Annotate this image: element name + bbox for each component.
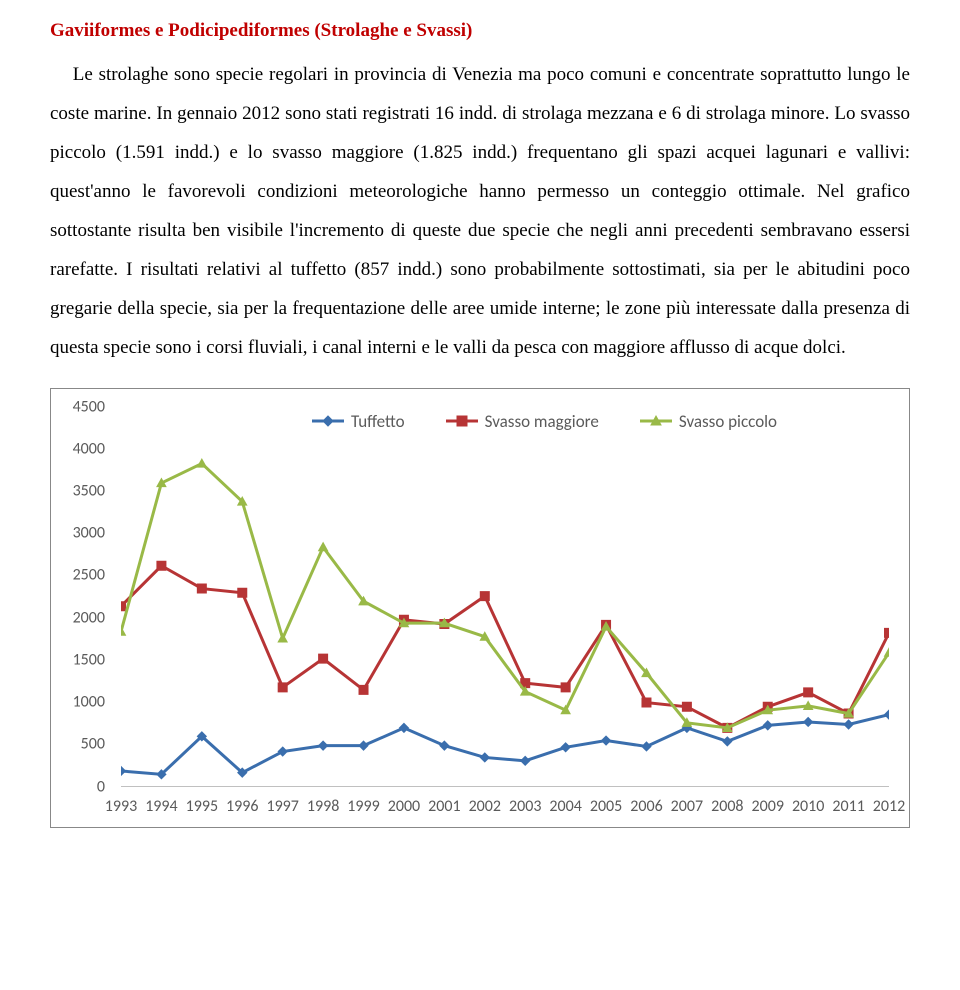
x-tick-label: 2002: [469, 797, 501, 816]
x-tick-label: 1994: [145, 797, 177, 816]
y-tick-label: 1500: [73, 650, 105, 669]
x-tick-label: 2001: [428, 797, 460, 816]
x-tick-label: 1999: [347, 797, 379, 816]
y-tick-label: 4000: [73, 439, 105, 458]
y-axis: 050010001500200025003000350040004500: [51, 407, 113, 787]
legend-item: Tuffetto: [311, 411, 405, 432]
legend-swatch: [639, 412, 673, 430]
x-tick-label: 2011: [832, 797, 864, 816]
legend-label: Svasso piccolo: [679, 411, 777, 432]
y-tick-label: 500: [81, 735, 105, 754]
x-tick-label: 1998: [307, 797, 339, 816]
legend-label: Svasso maggiore: [485, 411, 599, 432]
y-tick-label: 0: [97, 777, 105, 796]
body-paragraph: Le strolaghe sono specie regolari in pro…: [50, 56, 910, 368]
x-tick-label: 2003: [509, 797, 541, 816]
legend-swatch: [445, 412, 479, 430]
x-tick-label: 2010: [792, 797, 824, 816]
y-tick-label: 4500: [73, 397, 105, 416]
x-tick-label: 1993: [105, 797, 137, 816]
legend-item: Svasso maggiore: [445, 411, 599, 432]
chart-container: 0 500 1000 1500 2000 2500 3000 3500 4000 4500 199…: [50, 388, 910, 828]
x-tick-label: 1996: [226, 797, 258, 816]
x-tick-label: 2012: [873, 797, 905, 816]
x-tick-label: 1997: [266, 797, 298, 816]
y-tick-label: 2500: [73, 566, 105, 585]
plot-area: [121, 407, 889, 787]
x-tick-label: 2004: [549, 797, 581, 816]
x-tick-label: 2006: [630, 797, 662, 816]
x-tick-label: 2008: [711, 797, 743, 816]
x-tick-label: 2009: [752, 797, 784, 816]
legend-item: Svasso piccolo: [639, 411, 777, 432]
x-tick-label: 2007: [671, 797, 703, 816]
y-tick-label: 1000: [73, 693, 105, 712]
x-tick-label: 2000: [388, 797, 420, 816]
x-tick-label: 2005: [590, 797, 622, 816]
legend-label: Tuffetto: [351, 411, 405, 432]
y-tick-label: 2000: [73, 608, 105, 627]
legend-swatch: [311, 412, 345, 430]
section-title: Gaviiformes e Podicipediformes (Strolagh…: [50, 20, 910, 42]
chart-legend: Tuffetto Svasso maggiore Svasso piccolo: [311, 411, 869, 432]
x-tick-label: 1995: [186, 797, 218, 816]
x-axis: 1993199419951996199719981999200020012002…: [121, 791, 889, 827]
y-tick-label: 3000: [73, 524, 105, 543]
y-tick-label: 3500: [73, 481, 105, 500]
